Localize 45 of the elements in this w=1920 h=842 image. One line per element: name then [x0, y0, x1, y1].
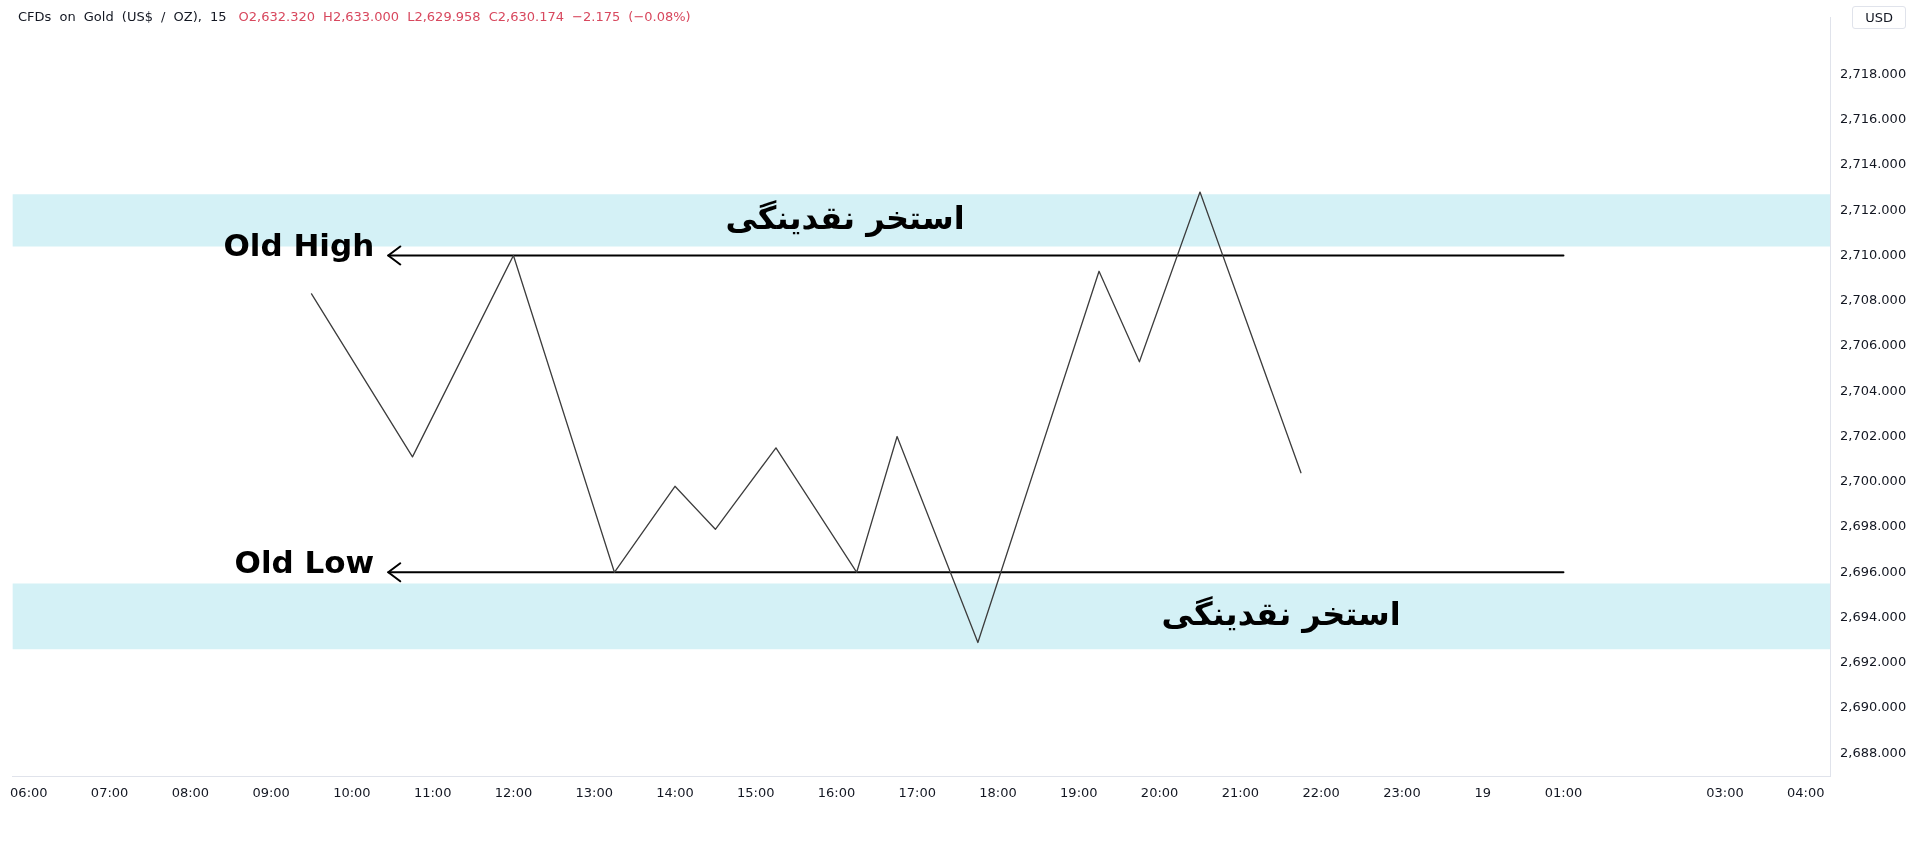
y-tick-label: 2,708.000 — [1840, 292, 1907, 308]
y-tick-label: 2,690.000 — [1840, 699, 1907, 715]
x-tick-label: 09:00 — [252, 785, 290, 801]
x-tick-label: 16:00 — [817, 785, 856, 801]
x-tick-label: 15:00 — [737, 785, 775, 801]
y-tick-label: 2,688.000 — [1840, 744, 1907, 760]
y-tick-label: 2,704.000 — [1840, 382, 1907, 398]
x-tick-label: 10:00 — [333, 785, 371, 801]
chart-title: CFDs on Gold (US$ / OZ), 15 — [18, 9, 227, 24]
x-tick-label: 14:00 — [656, 785, 694, 801]
x-tick-label: 22:00 — [1302, 785, 1340, 801]
x-tick-label: 03:00 — [1706, 785, 1744, 801]
series-label: Old Low — [234, 544, 375, 581]
x-tick-label: 19 — [1474, 785, 1491, 801]
x-tick-label: 06:00 — [10, 785, 48, 801]
x-tick-label: 12:00 — [494, 785, 533, 801]
y-tick-label: 2,702.000 — [1840, 427, 1907, 443]
x-tick-label: 11:00 — [413, 785, 452, 801]
chart-subtitle: O2,632.320 H2,633.000 L2,629.958 C2,630.174 −2.175 (−0.08%) — [238, 9, 691, 24]
band-label: استخر نقدینگی — [1161, 594, 1401, 633]
band-label: استخر نقدینگی — [725, 198, 965, 237]
x-tick-label: 08:00 — [171, 785, 210, 801]
y-tick-label: 2,698.000 — [1840, 518, 1907, 534]
x-tick-label: 17:00 — [898, 785, 937, 801]
x-tick-label: 04:00 — [1787, 785, 1825, 801]
x-tick-label: 21:00 — [1221, 785, 1260, 801]
y-tick-label: 2,716.000 — [1840, 111, 1907, 127]
x-tick-label: 18:00 — [979, 785, 1017, 801]
x-tick-label: 19:00 — [1060, 785, 1098, 801]
y-tick-label: 2,706.000 — [1840, 337, 1907, 353]
y-tick-label: 2,712.000 — [1840, 201, 1907, 217]
y-tick-label: 2,710.000 — [1840, 246, 1907, 262]
y-tick-label: 2,696.000 — [1840, 563, 1907, 579]
y-tick-label: 2,700.000 — [1840, 473, 1907, 489]
y-tick-label: 2,714.000 — [1840, 156, 1907, 172]
x-tick-label: 07:00 — [90, 785, 129, 801]
y-tick-label: 2,718.000 — [1840, 65, 1907, 81]
x-tick-label: 23:00 — [1383, 785, 1421, 801]
y-tick-label: 2,694.000 — [1840, 608, 1907, 624]
y-axis-title: USD — [1852, 6, 1906, 29]
series-label: Old High — [223, 227, 375, 264]
x-tick-label: 13:00 — [575, 785, 613, 801]
x-tick-label: 01:00 — [1544, 785, 1583, 801]
x-tick-label: 20:00 — [1140, 785, 1179, 801]
y-tick-label: 2,692.000 — [1840, 654, 1907, 670]
